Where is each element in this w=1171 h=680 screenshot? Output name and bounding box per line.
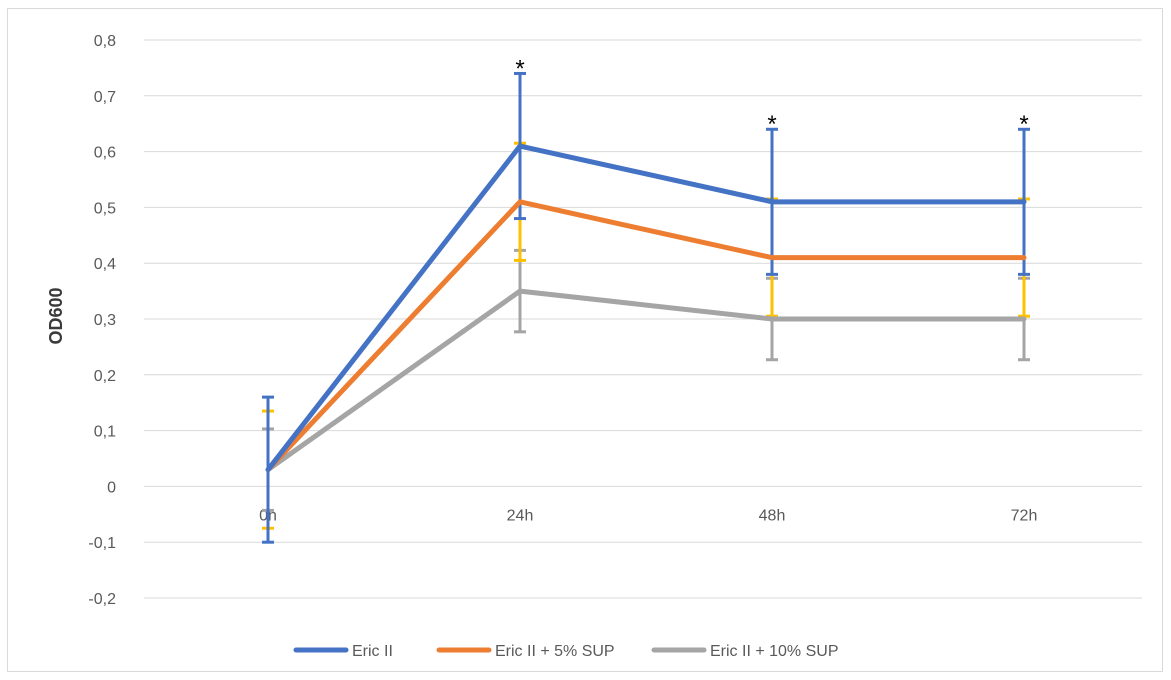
y-tick-label: 0,7	[94, 89, 116, 106]
chart-frame	[7, 8, 1163, 672]
y-tick-label: 0,4	[94, 256, 116, 273]
significance-star: *	[767, 111, 776, 138]
x-tick-label: 72h	[1011, 507, 1038, 524]
legend-label: Eric II + 10% SUP	[710, 643, 839, 660]
significance-star: *	[1019, 111, 1028, 138]
series-line	[265, 143, 1027, 473]
y-tick-label: 0,8	[94, 33, 116, 50]
x-tick-label: 48h	[759, 507, 786, 524]
x-axis-ticks: 0h24h48h72h	[259, 507, 1037, 524]
error-bars	[262, 71, 1030, 544]
significance-star: *	[515, 55, 524, 82]
x-tick-label: 24h	[507, 507, 534, 524]
y-tick-label: -0,2	[88, 591, 116, 608]
significance-annotations: * * *	[515, 55, 1028, 138]
legend-label: Eric II + 5% SUP	[495, 643, 615, 660]
y-tick-label: 0,6	[94, 145, 116, 162]
legend: Eric II Eric II + 5% SUP Eric II + 10% SUP	[293, 643, 839, 660]
y-tick-label: 0,1	[94, 424, 116, 441]
legend-label: Eric II	[352, 643, 393, 660]
y-tick-label: -0,1	[88, 535, 116, 552]
y-tick-label: 0,5	[94, 200, 116, 217]
y-axis-label: OD600	[46, 287, 66, 344]
y-axis-ticks: -0,2 -0,1 0 0,1 0,2 0,3 0,4 0,5 0,6 0,7 0,8	[88, 33, 116, 608]
series-line	[265, 199, 1027, 473]
series-lines	[265, 143, 1027, 473]
y-tick-label: 0,2	[94, 368, 116, 385]
y-tick-label: 0,3	[94, 312, 116, 329]
series-line	[265, 288, 1027, 473]
y-tick-label: 0	[107, 479, 116, 496]
